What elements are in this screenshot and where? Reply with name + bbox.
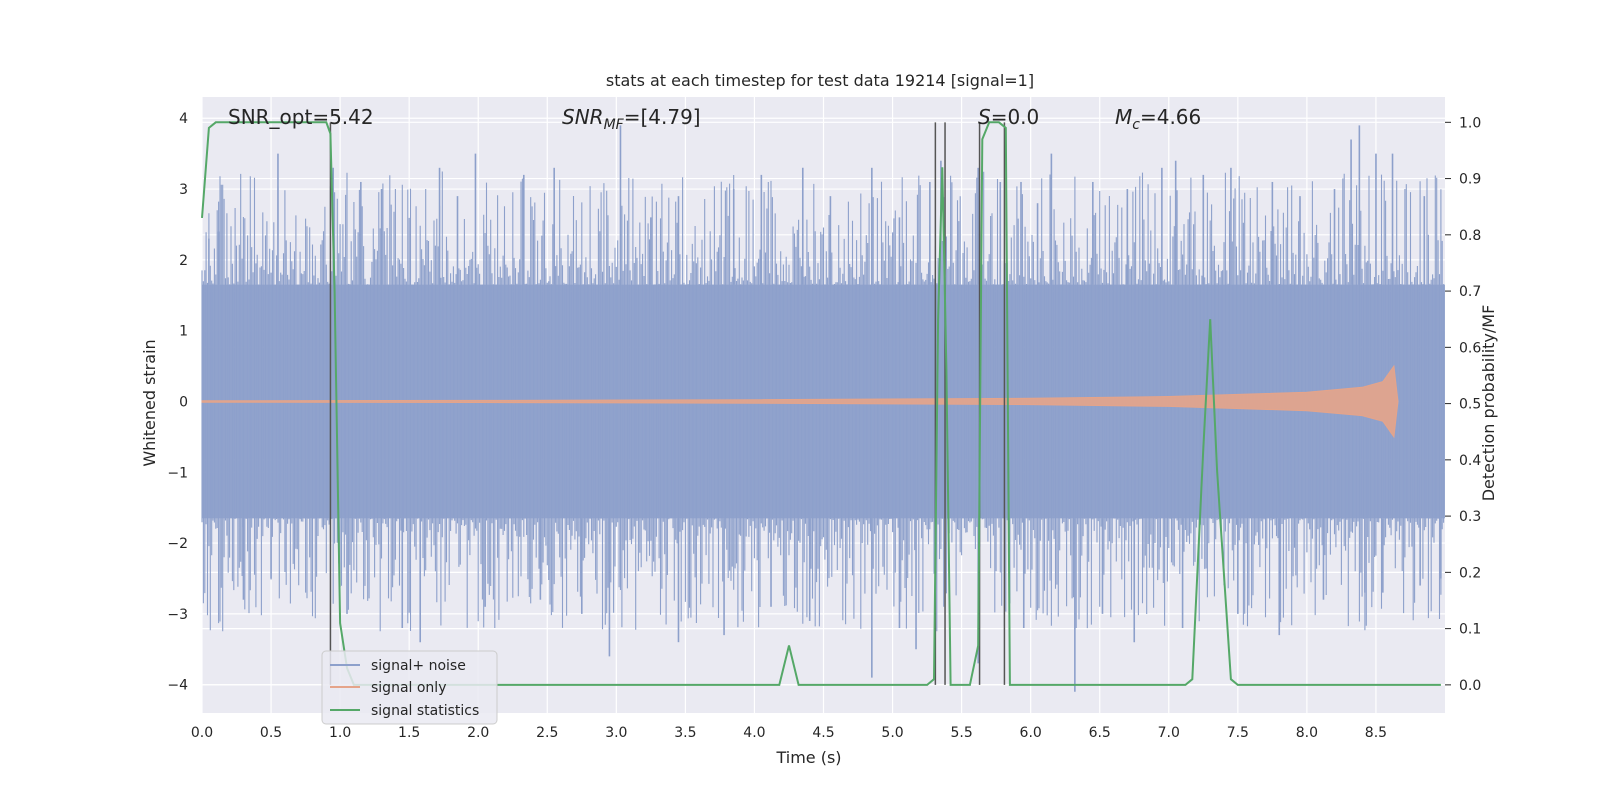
y-tick-label: −3 xyxy=(167,607,188,623)
x-tick-label: 4.0 xyxy=(743,725,765,741)
right-tick-label: 0.6 xyxy=(1459,340,1481,356)
right-tick-label: 0.7 xyxy=(1459,284,1481,300)
legend-label-stats: signal statistics xyxy=(371,703,479,719)
annotations: SNR_opt=5.42 SNRMF=[4.79] S=0.0 Mc=4.66 xyxy=(228,105,1201,133)
snr-opt-annotation: SNR_opt=5.42 xyxy=(228,105,374,129)
signal-only-series xyxy=(201,364,1399,439)
y-axis-ticks: 4 3 2 1 0 −1 −2 −3 −4 xyxy=(167,111,188,693)
chart-title: stats at each timestep for test data 192… xyxy=(606,71,1034,90)
y-tick-label: 1 xyxy=(179,324,188,340)
x-tick-label: 1.0 xyxy=(329,725,351,741)
right-tick-label: 0.3 xyxy=(1459,509,1481,525)
right-tick-label: 0.8 xyxy=(1459,228,1481,244)
y-tick-label: −1 xyxy=(167,465,188,481)
x-tick-label: 8.0 xyxy=(1296,725,1318,741)
y-tick-label: −4 xyxy=(167,678,188,694)
right-axis-label: Detection probability/MF xyxy=(1479,305,1498,502)
x-tick-label: 8.5 xyxy=(1365,725,1387,741)
legend-label-signal: signal only xyxy=(371,680,446,696)
right-tick-label: 0.2 xyxy=(1459,565,1481,581)
right-tick-label: 0.9 xyxy=(1459,172,1481,188)
y-tick-label: 0 xyxy=(179,394,188,410)
x-tick-label: 6.5 xyxy=(1089,725,1111,741)
x-tick-label: 2.0 xyxy=(467,725,489,741)
y-tick-label: 3 xyxy=(179,182,188,198)
x-tick-label: 5.0 xyxy=(881,725,903,741)
x-tick-label: 4.5 xyxy=(812,725,834,741)
x-tick-label: 1.5 xyxy=(398,725,420,741)
signal-statistics-series xyxy=(201,121,1441,686)
right-tick-label: 0.5 xyxy=(1459,397,1481,413)
x-tick-label: 5.5 xyxy=(950,725,972,741)
x-tick-label: 2.5 xyxy=(536,725,558,741)
y-tick-label: 2 xyxy=(179,253,188,269)
right-tick-label: 1.0 xyxy=(1459,115,1481,131)
x-tick-label: 7.0 xyxy=(1158,725,1180,741)
s-stat-annotation: S=0.0 xyxy=(978,105,1039,129)
x-tick-label: 7.5 xyxy=(1227,725,1249,741)
right-tick-label: 0.0 xyxy=(1459,678,1481,694)
legend-box xyxy=(321,650,498,725)
legend-label-noise: signal+ noise xyxy=(371,658,466,674)
signal-envelope xyxy=(201,364,1399,439)
legend: signal+ noise signal only signal statist… xyxy=(321,650,498,725)
vertical-markers xyxy=(329,122,1006,685)
x-tick-label: 3.5 xyxy=(674,725,696,741)
y-tick-label: −2 xyxy=(167,536,188,552)
x-tick-label: 0.5 xyxy=(260,725,282,741)
x-axis-label: Time (s) xyxy=(775,748,841,767)
mc-annotation: Mc=4.66 xyxy=(1115,105,1201,133)
y-axis-label: Whitened strain xyxy=(140,339,159,466)
stats-line xyxy=(201,121,1441,686)
right-tick-label: 0.1 xyxy=(1459,622,1481,638)
x-tick-label: 3.0 xyxy=(605,725,627,741)
x-axis-ticks: 0.0 0.5 1.0 1.5 2.0 2.5 3.0 3.5 4.0 4.5 5.0 5.5 6.0 6… xyxy=(191,725,1387,741)
x-tick-label: 6.0 xyxy=(1020,725,1042,741)
right-tick-label: 0.4 xyxy=(1459,453,1481,469)
right-axis-ticks: 1.0 0.9 0.8 0.7 0.6 0.5 0.4 0.3 0.2 0.1 0.0 xyxy=(1445,115,1481,694)
x-tick-label: 0.0 xyxy=(191,725,213,741)
snr-mf-annotation: SNRMF=[4.79] xyxy=(562,105,701,133)
y-tick-label: 4 xyxy=(179,111,188,127)
